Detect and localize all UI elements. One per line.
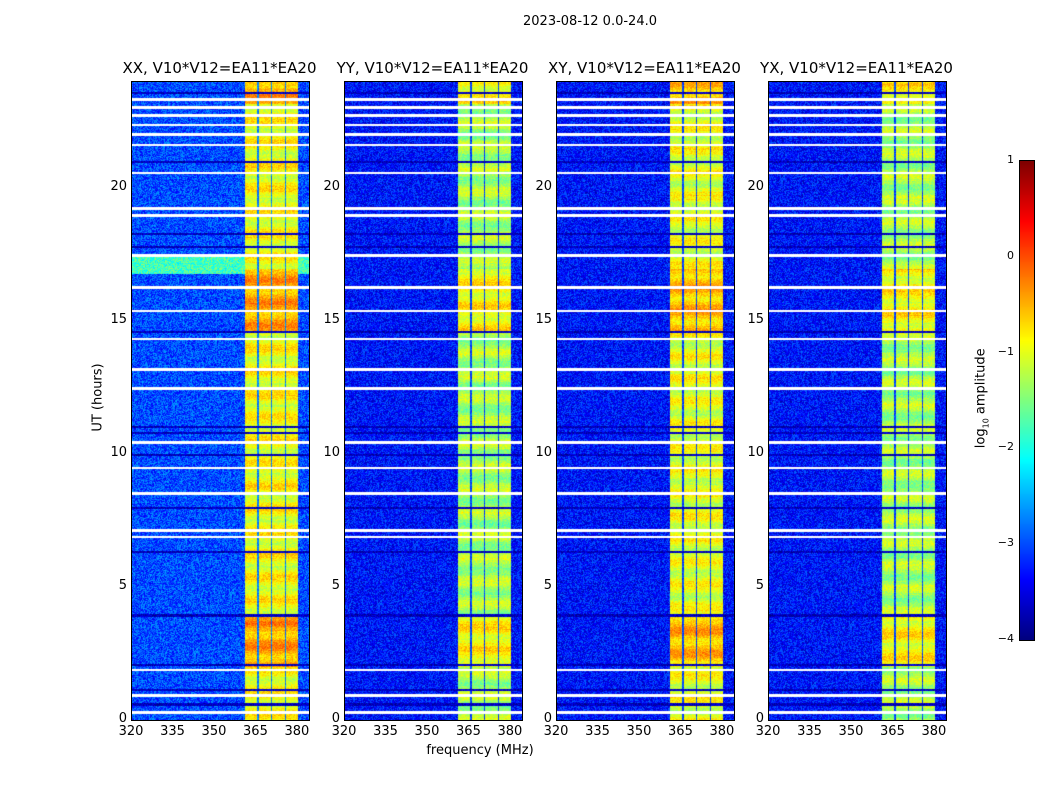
x-tick-label: 320 [755,724,781,739]
x-tick-label: 365 [880,724,905,739]
x-tick-label: 365 [243,724,268,739]
y-tick-label: 15 [535,312,552,328]
y-tick-label: 15 [747,312,764,328]
colorbar-label: log10 amplitude [974,338,991,458]
x-tick-label: 365 [668,724,693,739]
y-tick-label: 10 [110,445,127,461]
y-axis-label: UT (hours) [90,363,106,432]
x-tick-label: 380 [921,724,947,739]
y-tick-label: 15 [110,312,127,328]
x-tick-label: 350 [201,724,227,739]
colorbar-label-rest: amplitude [973,348,989,419]
figure-title: 2023-08-12 0.0-24.0 [523,14,657,29]
colorbar-tick-label: 0 [1007,248,1014,262]
y-tick-label: 0 [331,711,340,726]
y-tick-label: 0 [543,711,552,726]
x-axis-label: frequency (MHz) [426,743,534,758]
x-tick-label: 335 [797,724,822,739]
y-tick-label: 20 [110,179,127,195]
y-tick-label: 0 [118,711,127,726]
heatmap-panel-yx [768,81,947,721]
panel-title: YX, V10*V12=EA11*EA20 [760,59,953,77]
y-tick-label: 20 [535,179,552,195]
x-tick-label: 335 [160,724,185,739]
colorbar-tick-label: −3 [997,536,1014,550]
x-tick-label: 365 [456,724,481,739]
x-tick-label: 335 [585,724,610,739]
x-tick-label: 380 [284,724,310,739]
colorbar-label-sub: 10 [981,418,991,429]
colorbar-label-log: log [973,428,989,449]
y-tick-label: 5 [755,578,764,594]
y-tick-label: 10 [535,445,552,461]
y-tick-label: 0 [755,711,764,726]
heatmap-panel-xx [131,81,310,721]
heatmap-panel-xy [556,81,735,721]
y-tick-label: 5 [118,578,127,594]
y-tick-label: 5 [543,578,552,594]
y-tick-label: 20 [747,179,764,195]
x-tick-label: 350 [414,724,440,739]
x-tick-label: 320 [331,724,357,739]
y-tick-label: 20 [323,179,340,195]
x-tick-label: 350 [626,724,652,739]
y-tick-label: 15 [323,312,340,328]
colorbar-tick-label: 1 [1007,153,1014,166]
y-tick-label: 10 [323,445,340,461]
panel-title: YY, V10*V12=EA11*EA20 [336,59,529,77]
colorbar-tick-label: −2 [997,440,1014,454]
x-tick-label: 350 [838,724,864,739]
colorbar [1019,160,1035,641]
x-tick-label: 335 [373,724,398,739]
x-tick-label: 380 [709,724,735,739]
y-tick-label: 5 [331,578,340,594]
y-tick-label: 10 [747,445,764,461]
heatmap-panel-yy [344,81,523,721]
x-tick-label: 320 [543,724,569,739]
colorbar-tick-label: −1 [997,344,1014,358]
panel-title: XY, V10*V12=EA11*EA20 [548,59,741,77]
x-tick-label: 380 [497,724,523,739]
x-tick-label: 320 [118,724,144,739]
panel-title: XX, V10*V12=EA11*EA20 [122,59,317,77]
colorbar-tick-label: −4 [997,632,1014,645]
